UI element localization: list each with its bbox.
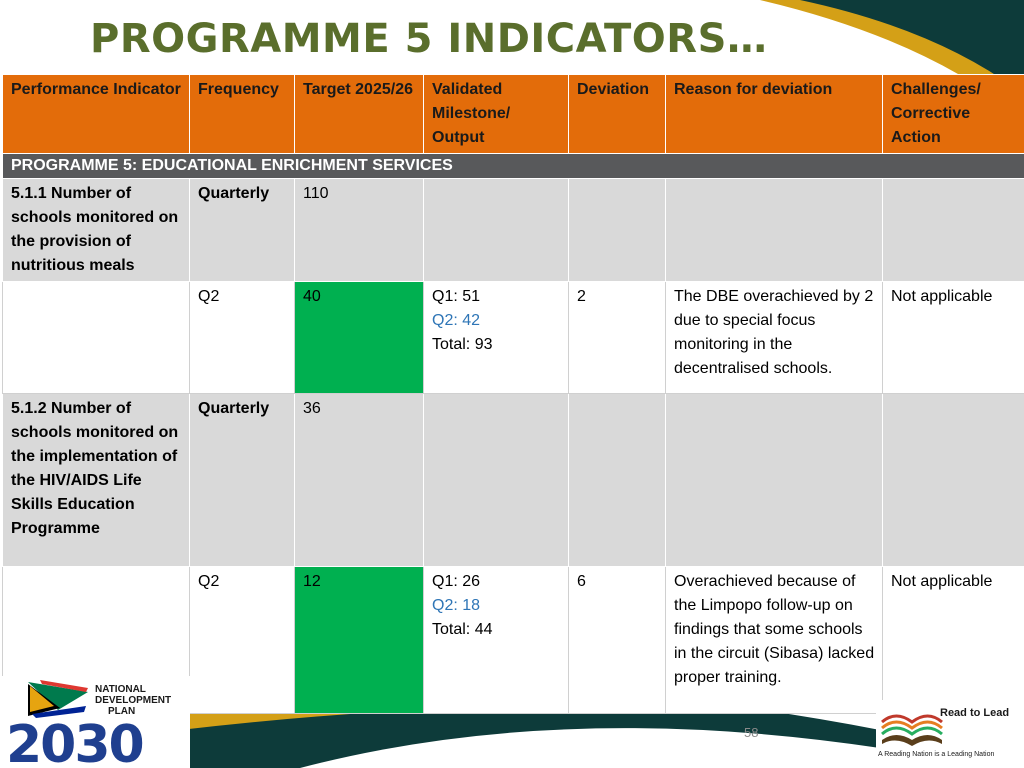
empty-cell <box>882 178 1024 282</box>
indicator-cell: 5.1.1 Number of schools monitored on the… <box>2 178 190 282</box>
read-to-lead-tagline: A Reading Nation is a Leading Nation <box>878 751 994 758</box>
header-target: Target 2025/26 <box>294 74 424 154</box>
table-row: Q2 40 Q1: 51 Q2: 42 Total: 93 2 The DBE … <box>2 281 1024 394</box>
section-row: PROGRAMME 5: EDUCATIONAL ENRICHMENT SERV… <box>2 153 1024 179</box>
bottom-white-swoosh <box>300 728 880 768</box>
milestone-q1: Q1: 51 <box>432 288 481 305</box>
milestone-total: Total: 93 <box>432 336 493 353</box>
header-deviation: Deviation <box>568 74 666 154</box>
milestone-total: Total: 44 <box>432 621 493 638</box>
milestone-q2: Q2: 42 <box>432 312 481 329</box>
read-to-lead-title: Read to Lead <box>940 707 1009 719</box>
empty-cell <box>423 393 569 567</box>
ndp-2030-logo: NATIONAL DEVELOPMENT PLAN 2030 <box>0 676 190 768</box>
quarter-target-cell: 12 <box>294 566 424 714</box>
empty-cell <box>2 281 190 394</box>
empty-cell <box>568 393 666 567</box>
header-validated-milestone: Validated Milestone/ Output <box>423 74 569 154</box>
frequency-cell: Quarterly <box>189 393 295 567</box>
slide-title: PROGRAMME 5 INDICATORS… <box>90 16 768 62</box>
reason-cell: Overachieved because of the Limpopo foll… <box>665 566 883 714</box>
empty-cell <box>568 178 666 282</box>
table-row: 5.1.2 Number of schools monitored on the… <box>2 393 1024 567</box>
milestone-q2: Q2: 18 <box>432 597 481 614</box>
table-row: 5.1.1 Number of schools monitored on the… <box>2 178 1024 282</box>
target-cell: 36 <box>294 393 424 567</box>
quarter-cell: Q2 <box>189 281 295 394</box>
empty-cell <box>882 393 1024 567</box>
table-header-row: Performance Indicator Frequency Target 2… <box>2 74 1024 154</box>
ndp-line2: DEVELOPMENT <box>95 695 171 706</box>
section-title: PROGRAMME 5: EDUCATIONAL ENRICHMENT SERV… <box>2 153 1024 179</box>
milestone-cell: Q1: 51 Q2: 42 Total: 93 <box>423 281 569 394</box>
indicators-table: Performance Indicator Frequency Target 2… <box>2 74 1024 714</box>
challenges-cell: Not applicable <box>882 281 1024 394</box>
challenges-cell: Not applicable <box>882 566 1024 714</box>
header-challenges: Challenges/ Corrective Action <box>882 74 1024 154</box>
ndp-line1: NATIONAL <box>95 684 146 695</box>
deviation-cell: 2 <box>568 281 666 394</box>
header-reason-for-deviation: Reason for deviation <box>665 74 883 154</box>
header-performance-indicator: Performance Indicator <box>2 74 190 154</box>
target-cell: 110 <box>294 178 424 282</box>
empty-cell <box>665 178 883 282</box>
quarter-target-cell: 40 <box>294 281 424 394</box>
flag-swoosh-icon <box>28 680 88 718</box>
header-frequency: Frequency <box>189 74 295 154</box>
ndp-year: 2030 <box>6 715 143 768</box>
empty-cell <box>423 178 569 282</box>
milestone-q1: Q1: 26 <box>432 573 481 590</box>
open-book-icon <box>881 714 943 746</box>
milestone-cell: Q1: 26 Q2: 18 Total: 44 <box>423 566 569 714</box>
read-to-lead-logo: Read to Lead A Reading Nation is a Leadi… <box>876 700 1024 768</box>
reason-cell: The DBE overachieved by 2 due to special… <box>665 281 883 394</box>
ndp-line3: PLAN <box>108 706 135 717</box>
indicator-cell: 5.1.2 Number of schools monitored on the… <box>2 393 190 567</box>
page-number: 58 <box>744 725 759 740</box>
frequency-cell: Quarterly <box>189 178 295 282</box>
quarter-cell: Q2 <box>189 566 295 714</box>
empty-cell <box>665 393 883 567</box>
deviation-cell: 6 <box>568 566 666 714</box>
